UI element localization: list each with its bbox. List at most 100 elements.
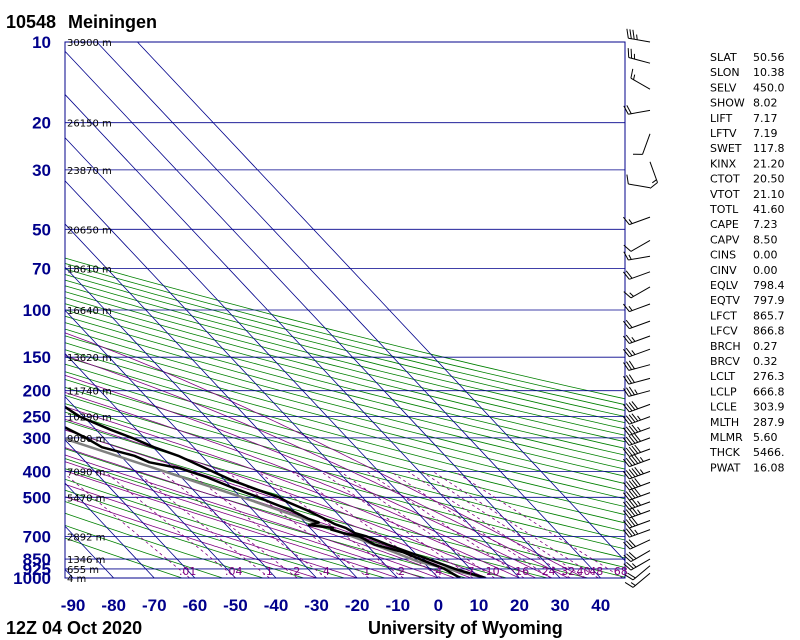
index-key: MLMR [710, 431, 743, 444]
profile-lines [65, 404, 486, 578]
moist-adiabat [65, 496, 317, 578]
index-value: 865.7 [753, 309, 785, 322]
mixing-ratio-line [320, 471, 474, 578]
barb-flag [631, 424, 639, 433]
dry-adiabat [65, 349, 625, 500]
barb-flag [623, 320, 630, 329]
index-key: SWET [710, 142, 742, 155]
barb-staff [628, 109, 651, 115]
temperature-tick-label: 0 [434, 596, 443, 615]
index-key: CINV [710, 264, 737, 277]
barb-flag [628, 386, 635, 396]
barb-flag [625, 270, 633, 279]
mixing-ratio-label: 1 [363, 565, 370, 578]
wind-barb [623, 334, 651, 344]
index-key: LCLE [710, 401, 737, 414]
barb-flag [623, 291, 632, 299]
index-key: CTOT [710, 173, 740, 186]
barb-staff [629, 403, 651, 413]
barb-staff [628, 364, 651, 371]
dewpoint-trace [65, 426, 461, 578]
wind-barb [623, 488, 651, 501]
index-value: 7.23 [753, 218, 778, 231]
index-key: SLON [710, 66, 740, 79]
barb-flag [623, 501, 630, 510]
barb-staff [629, 303, 651, 313]
barb-flag [623, 492, 630, 501]
height-label: 4 m [67, 574, 86, 585]
mixing-ratio-label: 7 [468, 565, 475, 578]
barb-staff [629, 216, 651, 226]
mixing-ratio-label: 16 [515, 565, 529, 578]
barb-flag [628, 499, 636, 508]
barb-flag [626, 105, 632, 114]
wind-barb [623, 413, 651, 425]
barb-flag [628, 527, 636, 536]
wind-barb [626, 28, 651, 43]
barb-flag [623, 271, 630, 280]
barb-flag [628, 402, 636, 411]
index-value: 50.56 [753, 51, 785, 64]
barb-half-flag [634, 389, 638, 395]
mixing-ratio-label: 32 [561, 565, 575, 578]
wind-barb [649, 161, 658, 189]
mixing-ratio-line [187, 471, 327, 578]
stability-indices: SLAT 50.56 SLON 10.38 SELV 450.0 SHOW 8.02 LIFT 7… [709, 51, 785, 474]
barb-flag [628, 456, 636, 465]
barb-half-flag [637, 415, 642, 421]
pressure-tick-label: 300 [23, 429, 51, 448]
barb-flag [627, 572, 636, 579]
barb-flag [623, 437, 630, 446]
mixing-ratio-label: .04 [225, 565, 243, 578]
data-source: University of Wyoming [368, 618, 563, 638]
barb-flag [630, 68, 634, 79]
barb-flag [623, 482, 630, 491]
index-key: CAPV [710, 233, 740, 246]
barb-flag [623, 510, 630, 519]
barb-staff [629, 320, 651, 330]
mixing-ratio-line [291, 471, 442, 578]
index-value: 450.0 [753, 81, 785, 94]
parcel-trace [65, 437, 486, 578]
barb-flag [623, 216, 630, 225]
index-value: 21.10 [753, 188, 785, 201]
barb-staff [629, 416, 651, 425]
wind-barb [623, 539, 651, 550]
mixing-ratio-label: .4 [319, 565, 330, 578]
barb-flag [623, 563, 632, 571]
barb-flag [625, 491, 633, 500]
index-key: LIFT [710, 112, 733, 125]
wind-barb [623, 105, 651, 115]
barb-flag [634, 466, 641, 476]
dry-adiabat [65, 420, 625, 578]
barb-half-flag [631, 336, 636, 342]
dry-adiabat [65, 378, 625, 532]
wind-barb [623, 550, 651, 563]
moist-adiabat [65, 391, 536, 578]
barb-flag [631, 489, 639, 498]
barb-half-flag [629, 292, 634, 297]
index-value: 10.38 [753, 66, 785, 79]
barb-flag [628, 374, 635, 383]
barb-flag [630, 48, 633, 59]
barb-half-flag [637, 500, 642, 506]
barb-half-flag [637, 426, 642, 432]
pressure-tick-label: 1000 [13, 569, 51, 588]
temperature-tick-label: -60 [183, 596, 208, 615]
dry-adiabat [65, 411, 625, 568]
index-key: CAPE [710, 218, 739, 231]
temperature-tick-label: -30 [304, 596, 329, 615]
index-value: 8.02 [753, 97, 778, 110]
pressure-tick-label: 250 [23, 408, 51, 427]
barb-flag [628, 490, 636, 499]
wind-barb [623, 466, 651, 480]
barb-flag [623, 244, 632, 252]
barb-staff [628, 183, 651, 189]
index-key: EQTV [710, 294, 740, 307]
barb-flag [623, 471, 630, 480]
barb-flag [625, 415, 633, 424]
wind-barb [623, 216, 651, 226]
index-value: 0.00 [753, 249, 778, 262]
temperature-tick-label: 40 [591, 596, 610, 615]
barb-flag [634, 433, 641, 442]
